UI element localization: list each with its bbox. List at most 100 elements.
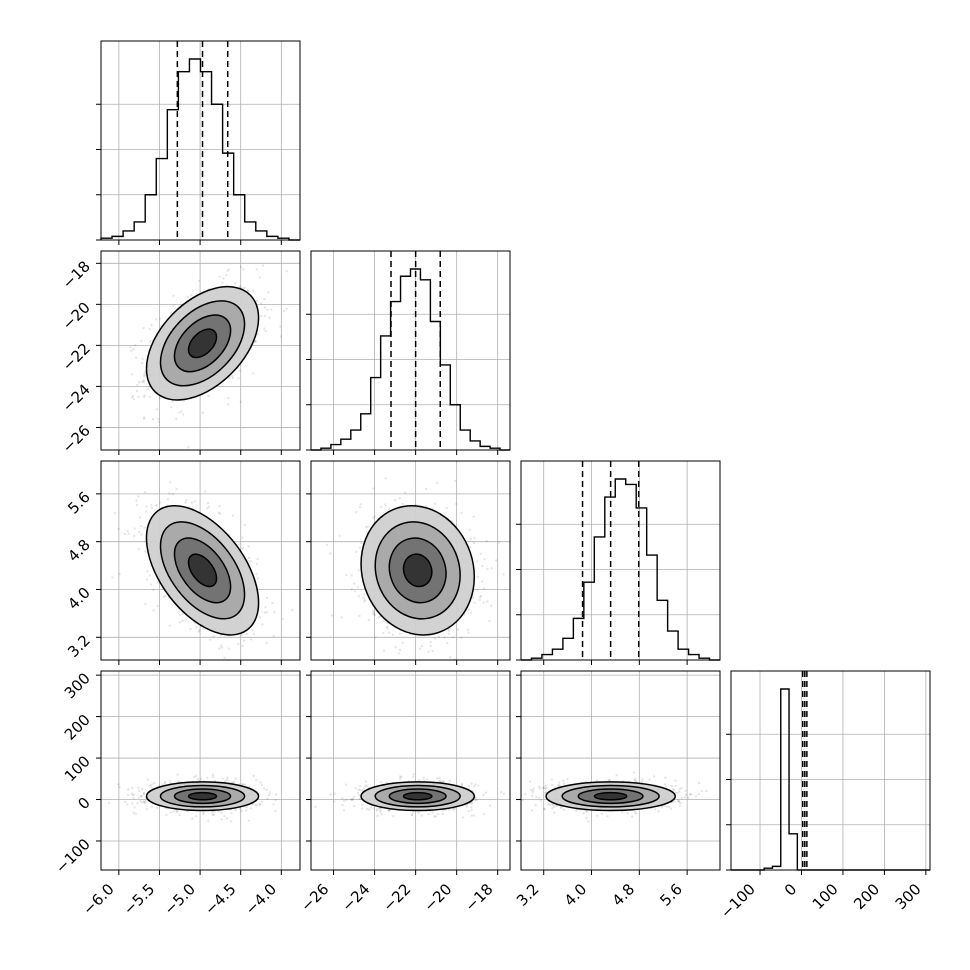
sample-point (502, 573, 505, 576)
sample-point (192, 775, 196, 779)
sample-point (157, 417, 160, 421)
sample-point (333, 792, 336, 796)
sample-point (186, 295, 190, 299)
contour-level (388, 537, 447, 604)
sample-point (218, 275, 221, 278)
sample-point (132, 811, 135, 815)
y-tick-label: 5.6 (64, 488, 94, 518)
density-fill (403, 792, 432, 800)
sample-point (260, 683, 262, 685)
sample-point (345, 573, 348, 577)
sample-point (196, 777, 200, 781)
sample-point (168, 779, 172, 782)
sample-point (193, 500, 196, 503)
sample-point (211, 773, 215, 777)
sample-point (680, 786, 683, 790)
contour-level (402, 791, 433, 801)
sample-point (359, 503, 362, 506)
x-tick-label: −22 (379, 880, 414, 915)
sample-point (150, 506, 154, 510)
sample-point (142, 395, 146, 399)
sample-point (144, 799, 148, 803)
sample-point (266, 308, 269, 312)
sample-point (361, 807, 364, 810)
panel-body (325, 477, 505, 660)
sample-point (126, 788, 130, 791)
sample-point (333, 800, 336, 803)
sample-point (187, 446, 190, 449)
sample-point (184, 499, 188, 502)
sample-point (211, 813, 215, 817)
sample-point (453, 479, 457, 483)
sample-point (227, 396, 230, 400)
sample-point (677, 800, 680, 803)
sample-point (240, 633, 244, 637)
sample-point (255, 268, 258, 271)
sample-point (261, 264, 265, 267)
sample-point (227, 268, 230, 271)
sample-point (232, 780, 236, 784)
sample-point (358, 546, 361, 550)
sample-point (263, 298, 266, 301)
sample-point (149, 583, 153, 586)
sample-point (379, 809, 382, 812)
sample-point (480, 564, 484, 568)
sample-point (474, 797, 478, 800)
sample-point (145, 807, 148, 811)
x-tick-label: 3.2 (513, 880, 543, 910)
sample-point (132, 347, 135, 351)
contour-level (145, 285, 260, 401)
sample-point (437, 812, 440, 816)
sample-point (398, 496, 401, 500)
sample-point (140, 795, 143, 798)
sample-point (139, 799, 142, 803)
sample-point (272, 634, 275, 638)
sample-point (358, 797, 361, 801)
x-tick-label: −5.0 (160, 880, 198, 918)
density-fill (188, 792, 217, 800)
sample-point (369, 806, 372, 809)
sample-point (148, 327, 151, 331)
panel-frame (100, 40, 301, 241)
y-tick-label: −26 (59, 422, 94, 457)
sample-point (678, 787, 681, 791)
sample-point (131, 786, 134, 790)
sample-point (373, 613, 377, 617)
sample-point (357, 788, 360, 791)
sample-point (176, 773, 179, 776)
sample-point (500, 791, 503, 794)
density-fill (403, 554, 432, 587)
sample-point (265, 611, 269, 614)
sample-point (424, 487, 428, 491)
sample-point (130, 373, 134, 376)
sample-point (133, 806, 136, 809)
sample-point (143, 394, 146, 397)
sample-point (418, 647, 422, 650)
sample-point (255, 299, 259, 303)
sample-point (243, 523, 246, 527)
sample-point (263, 314, 267, 318)
sample-point (197, 630, 200, 633)
sample-point (149, 340, 152, 343)
sample-point (107, 801, 111, 805)
y-tick-label: 4.8 (64, 536, 94, 566)
sample-point (171, 400, 174, 403)
sample-point (144, 510, 148, 513)
sample-point (172, 810, 175, 813)
sample-point (544, 791, 547, 794)
sample-point (448, 779, 451, 783)
sample-point (259, 302, 263, 305)
sample-point (248, 234, 250, 236)
sample-point (237, 642, 240, 646)
sample-point (230, 820, 233, 823)
sample-point (342, 809, 346, 812)
sample-point (194, 815, 198, 818)
contour-level (173, 537, 232, 604)
sample-point (451, 636, 455, 639)
sample-point (363, 600, 366, 603)
sample-point (249, 638, 253, 641)
sample-point (187, 620, 190, 624)
y-tick-label: −20 (59, 298, 94, 333)
sample-point (263, 611, 266, 614)
sample-point (245, 632, 249, 636)
